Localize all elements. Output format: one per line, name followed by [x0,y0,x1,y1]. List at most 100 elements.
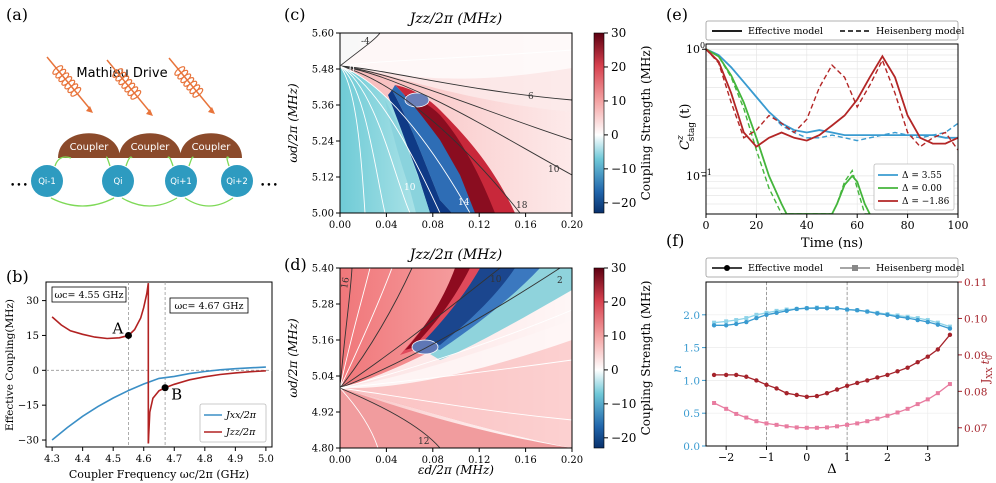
n-effective-point [947,326,953,331]
contour-label: -4 [361,37,370,47]
x-tick-label: 0.00 [329,220,351,231]
contour-label: 10 [404,183,416,193]
y-tick-label: 5.00 [312,209,334,220]
legend-jxx: Jxx/2π [224,410,257,421]
colorbar-tick-label: −10 [611,162,636,176]
x-tick-label: 100 [948,219,969,232]
colorbar-tick-label: 30 [611,261,626,275]
x-tick-label: 4.5 [105,454,121,465]
qubit-label: Qi+2 [226,177,248,187]
plot-c-heatmap [340,33,572,213]
y-tick-label-right: 0.07 [964,423,987,435]
n-effective-point [865,309,870,314]
colorbar-tick-label: 0 [611,363,619,377]
j-effective-point [744,374,749,379]
colorbar-tick-label: 10 [611,94,626,108]
qubit-circle [31,165,63,197]
coupler-shape [58,133,120,158]
j-heisenberg-point [905,406,910,411]
j-effective-point [834,387,840,392]
contour-label: 0 [349,65,355,75]
plot-d-frame [339,267,573,449]
plot-b-frame [45,281,273,448]
x-tick-label: 20 [749,219,763,232]
j-effective-point [794,392,799,398]
plot-f-frame [705,281,959,447]
ellipsis-right: ••• [260,181,279,191]
contour-label: 16 [340,276,352,289]
legend-delta-2: Δ = 0.00 [902,184,942,194]
x-tick-label: 0.04 [375,455,397,466]
y-tick-label: 5.04 [312,372,334,383]
panel-label-f: (f) [666,231,684,250]
svg-text:Czstag(t): Czstag (t) [676,104,697,150]
j-effective-point [855,380,860,386]
plot-c-ylabel: ωd/2π (MHz) [286,83,300,163]
j-effective-point [754,378,759,383]
j-effective-point [925,354,930,359]
j-heisenberg-point [794,425,799,430]
point-A [124,331,132,339]
y-tick-label: 4.92 [312,408,334,419]
plot-b-box-2-text: ωc= 4.67 GHz [174,301,243,312]
plot-e-ylabel-tail: (t) [678,104,693,119]
plot-c-frame [339,32,573,214]
drive-arrow-icon [146,109,153,116]
plot-d-colorbar-ticks: 30 20 10 0 −10 −20 [604,261,636,445]
contour-label: 2 [557,276,563,286]
j-effective-point [734,372,739,378]
plot-c-colorbar-ticks: 30 20 10 0 −10 −20 [604,26,636,210]
j-heisenberg-point [915,402,920,407]
n-effective-point [905,315,910,321]
x-tick-label: 0 [703,219,710,232]
plot-e-ylabel-c: C [678,140,693,150]
x-tick-label: 60 [850,219,864,232]
x-tick-label: 0.08 [422,455,444,466]
j-heisenberg-point [804,425,809,430]
contour-label: 12 [418,437,429,447]
panel-label-a: (a) [6,5,28,24]
qubit-label: Qi [113,177,122,187]
x-tick-label: 0.08 [422,220,444,231]
coil-turn [192,87,204,98]
legend-delta-1: Δ = 3.55 [902,171,942,181]
series-2-effective-line [706,48,958,148]
plot-f-top-legend: Effective model Heisenberg model [705,257,964,278]
qubit-circle [221,165,253,197]
series-2-heisenberg-line [706,48,958,151]
j-effective-point [844,383,850,389]
y-tick-label: 30 [26,296,39,307]
drive-coil [106,59,153,116]
y-tick-label: 5.48 [312,65,334,76]
plot-e-series [706,48,958,214]
link-arc-bottom [50,197,115,207]
x-tick-label: 40 [800,219,814,232]
plot-d-contours [340,268,572,448]
plot-d-xlabel: εd/2π (MHz) [418,463,494,477]
n-heisenberg-point [712,320,717,325]
plot-c-colorbar [593,32,605,214]
x-tick-label: 4.7 [166,454,182,465]
plot-e-frame [705,43,959,215]
y-tick-label: 100 [686,41,705,56]
series-jxx-line [51,366,266,441]
y-tick-label: 5.28 [312,300,334,311]
plot-f-ylabel-right-sub: XX [985,367,994,379]
j-heisenberg-point [855,421,860,426]
plot-c-colorbar-label: Coupling Strength (MHz) [639,46,653,201]
n-effective-point [754,315,759,321]
series-jzz-line [51,283,150,340]
n-effective-point [915,317,920,323]
x-tick-label: 4.9 [227,454,243,465]
contour-label: 10 [548,165,560,175]
legend-heisenberg-model-e: Heisenberg model [876,26,964,37]
y-tick-label: 5.40 [312,264,334,275]
x-tick-label: 0.16 [514,220,536,231]
y-tick-label: 5.36 [312,101,334,112]
n-effective-point [774,310,779,316]
point-B [161,384,169,392]
n-heisenberg-point [754,312,759,317]
plot-e-xlabel: Time (ns) [801,236,863,251]
coupler-label: Coupler [70,142,110,153]
